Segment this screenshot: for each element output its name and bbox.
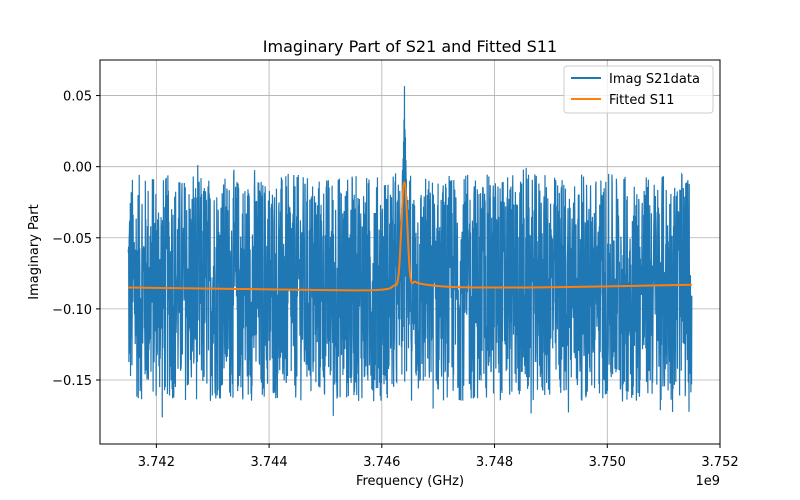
- x-axis-offset-label: 1e9: [695, 474, 720, 489]
- x-tick-label: 3.744: [250, 455, 287, 470]
- legend-label-fit: Fitted S11: [609, 93, 675, 108]
- legend-box: [563, 65, 714, 114]
- x-tick-label: 3.752: [701, 455, 738, 470]
- x-tick-label: 3.750: [589, 455, 626, 470]
- tick-layer: 3.742 3.744 3.746 3.748 3.750 3.752 0.05 0.00 −0…: [52, 90, 738, 470]
- y-tick-label: −0.15: [52, 374, 92, 389]
- y-tick-label: 0.00: [63, 161, 92, 176]
- x-tick-label: 3.746: [363, 455, 400, 470]
- legend-label-data: Imag S21data: [609, 72, 700, 87]
- plot-frame: [99, 59, 721, 445]
- chart-title: Imaginary Part of S21 and Fitted S11: [263, 37, 557, 56]
- x-axis-label: Frequency (GHz): [356, 474, 464, 489]
- series-fitted-s11-line: [128, 181, 692, 292]
- data-layer: [127, 86, 693, 418]
- y-tick-label: −0.05: [52, 232, 92, 247]
- x-tick-label: 3.748: [476, 455, 513, 470]
- y-tick-label: −0.10: [52, 303, 92, 318]
- y-axis-label: Imaginary Part: [27, 204, 42, 299]
- x-tick-label: 3.742: [138, 455, 175, 470]
- legend: Imag S21data Fitted S11: [563, 65, 714, 114]
- y-tick-label: 0.05: [63, 90, 92, 105]
